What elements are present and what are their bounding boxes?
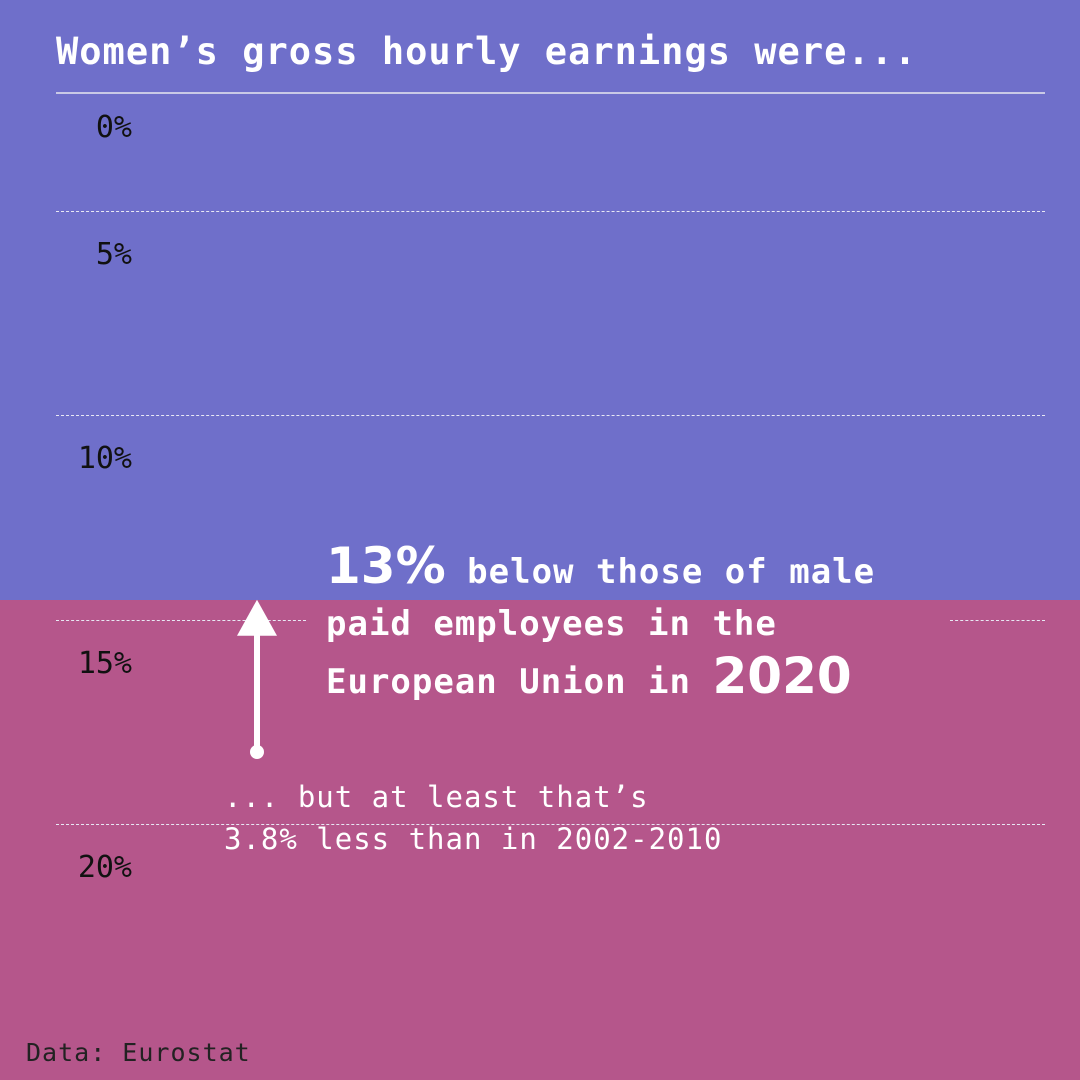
background-above-gap [0,0,1080,600]
background-below-gap [0,599,1080,1080]
gridline [56,415,1045,416]
sub-annotation-line2: 3.8% less than in 2002-2010 [224,822,723,856]
annotation-line3: European Union in [326,662,691,702]
y-tick-label: 20% [77,850,132,885]
data-source: Data: Eurostat [26,1038,251,1067]
gridline [950,619,1045,621]
sub-annotation-line1: ... but at least that’s [224,780,649,814]
gridline [56,619,306,621]
annotation-line1: below those of male [467,552,876,592]
y-tick-label: 5% [95,236,132,272]
annotation-year: 2020 [712,647,852,705]
arrow-head [237,599,277,636]
sub-annotation: ... but at least that’s 3.8% less than i… [224,776,864,860]
title-divider [56,92,1045,94]
gridline [56,824,1045,825]
chart-title: Women’s gross hourly earnings were... [56,30,918,73]
annotation-line2: paid employees in the [326,604,777,644]
gridline [56,210,1045,212]
y-tick-label: 0% [95,110,132,145]
y-tick-label: 10% [77,441,132,476]
main-annotation: 13% below those of male paid employees i… [326,540,966,708]
y-tick-label: 15% [77,645,132,681]
arrow-tail-dot [250,745,264,759]
gap-value: 13% [326,537,446,595]
